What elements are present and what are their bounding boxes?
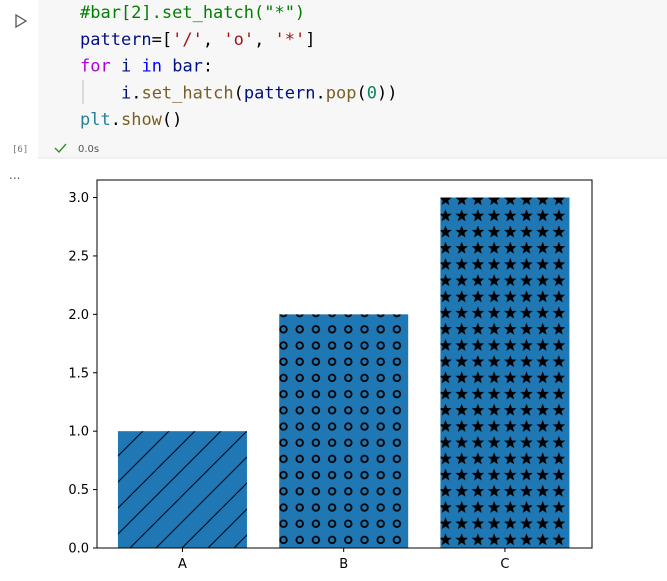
code-token: . [111,110,121,130]
run-button[interactable] [15,13,28,29]
chart: 0.0 0.5 1.0 1.5 2.0 2.5 3.0 A B C [68,179,593,572]
output-marker[interactable]: ... [9,168,20,182]
code-token: : [203,57,213,77]
code-token: , [203,30,223,50]
code-line: plt.show() [80,110,182,130]
y-tick-label: 1.5 [68,366,89,381]
code-token: plt [80,110,111,130]
code-token: i [121,57,131,77]
code-line: #bar[2].set_hatch("*") [80,3,305,23]
x-tick-label: B [339,557,348,572]
code-token: ( [234,83,244,103]
bar [117,431,247,548]
y-tick-label: 0.0 [68,542,89,557]
code-token: pattern [244,83,316,103]
code-token: pop [326,83,357,103]
code-token: in [141,57,161,77]
code-token: . [315,83,325,103]
code-token: i [121,83,131,103]
code-token: show [121,110,163,130]
code-token: for [80,57,111,77]
code-token [162,57,172,77]
x-tick-label: C [500,557,509,572]
code-token: () [162,110,182,130]
y-tick-label: 2.5 [68,249,89,264]
code-line: for i in bar: [80,57,213,77]
code-token: ] [305,30,315,50]
bar [440,197,570,548]
success-check [54,143,67,154]
code-token: =[ [152,30,172,50]
code-token: , [254,30,274,50]
code-token: '/' [172,30,203,50]
plot-frame [96,179,593,549]
code-cell-background [38,0,667,158]
code-token: . [131,83,141,103]
y-tick-label: 0.5 [68,483,89,498]
code-line: pattern=['/', 'o', '*'] [80,30,316,50]
code-token [111,57,121,77]
x-tick-label: A [178,557,187,572]
code-token [131,57,141,77]
y-tick-label: 1.0 [68,425,89,440]
code-token: bar [172,57,203,77]
code-token: set_hatch [141,83,233,103]
code-token: pattern [80,30,152,50]
y-tick-label: 2.0 [68,308,89,323]
duration: 0.0s [78,144,99,155]
code-line: i.set_hatch(pattern.pop(0)) [80,83,397,103]
execution-count: [6] [12,145,28,155]
y-tick-label: 3.0 [68,191,89,206]
code-token [80,83,121,103]
code-token: )) [377,83,397,103]
code-token: #bar[2].set_hatch("*") [80,3,305,23]
code-token: ( [356,83,366,103]
code-token: 0 [367,83,377,103]
bar [279,314,409,548]
code-token: 'o' [223,30,254,50]
code-token: '*' [275,30,306,50]
